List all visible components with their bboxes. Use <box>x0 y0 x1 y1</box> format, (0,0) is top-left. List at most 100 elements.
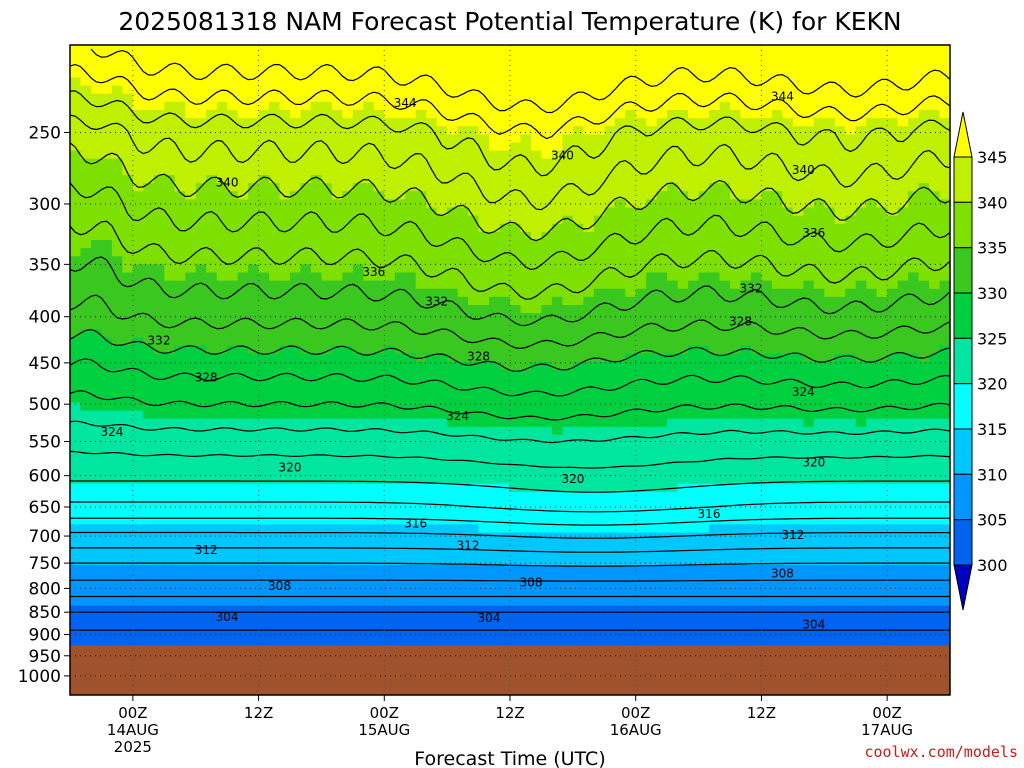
field-cell <box>321 516 333 525</box>
field-cell <box>90 126 103 135</box>
field-cell <box>227 296 239 306</box>
field-cell <box>206 483 218 493</box>
field-cell <box>174 435 186 444</box>
field-cell <box>562 150 574 160</box>
field-cell <box>206 361 218 371</box>
field-cell <box>510 402 522 412</box>
field-cell <box>80 500 92 509</box>
field-cell <box>541 378 553 387</box>
field-cell <box>122 150 134 160</box>
field-cell <box>258 459 270 469</box>
field-cell <box>520 101 532 111</box>
field-cell <box>468 248 480 257</box>
field-cell <box>384 329 396 339</box>
field-cell <box>457 101 469 111</box>
field-cell <box>206 378 218 387</box>
field-cell <box>248 69 260 79</box>
field-cell <box>143 110 155 119</box>
field-cell <box>90 329 103 339</box>
field-cell <box>625 45 637 54</box>
field-cell <box>667 61 679 70</box>
field-cell <box>426 248 438 257</box>
field-cell <box>300 231 312 241</box>
field-cell <box>143 337 155 347</box>
field-cell <box>143 402 155 412</box>
field-cell <box>824 61 836 70</box>
field-cell <box>478 410 490 420</box>
field-cell <box>80 459 92 469</box>
field-cell <box>572 215 584 225</box>
field-cell <box>101 483 113 493</box>
field-cell <box>939 166 950 176</box>
field-cell <box>761 378 773 387</box>
field-cell <box>290 418 302 428</box>
field-cell <box>908 150 920 160</box>
field-cell <box>206 142 218 152</box>
field-cell <box>436 296 448 306</box>
field-cell <box>709 158 721 168</box>
field-cell <box>730 61 742 70</box>
field-cell <box>761 483 773 493</box>
field-cell <box>489 166 501 176</box>
field-cell <box>614 491 626 501</box>
field-cell <box>803 483 815 493</box>
field-cell <box>761 516 773 525</box>
field-cell <box>310 215 323 225</box>
field-cell <box>90 256 103 265</box>
field-cell <box>625 353 637 363</box>
field-cell <box>761 53 773 62</box>
field-cell <box>740 426 752 436</box>
field-cell <box>90 93 103 103</box>
field-cell <box>122 402 134 412</box>
field-cell <box>174 329 186 339</box>
field-cell <box>111 69 123 79</box>
field-cell <box>122 183 134 192</box>
field-cell <box>750 353 763 363</box>
field-cell <box>237 118 249 127</box>
field-cell <box>122 191 134 200</box>
field-cell <box>321 394 333 404</box>
field-cell <box>876 45 888 54</box>
field-cell <box>237 61 249 70</box>
field-cell <box>520 53 532 62</box>
field-cell <box>688 231 700 241</box>
field-cell <box>887 410 899 420</box>
field-cell <box>677 491 689 501</box>
field-cell <box>677 272 689 282</box>
field-cell <box>258 491 270 501</box>
field-cell <box>782 61 794 70</box>
field-cell <box>195 69 207 79</box>
field-cell <box>604 410 616 420</box>
field-cell <box>300 45 312 54</box>
field-cell <box>635 142 647 152</box>
field-cell <box>876 142 888 152</box>
field-cell <box>352 524 364 534</box>
field-cell <box>489 305 501 314</box>
field-cell <box>572 337 584 347</box>
field-cell <box>656 69 668 79</box>
field-cell <box>174 402 186 412</box>
field-cell <box>792 150 804 160</box>
field-cell <box>143 491 155 501</box>
field-cell <box>677 402 689 412</box>
field-cell <box>551 61 563 70</box>
field-cell <box>709 53 721 62</box>
field-cell <box>803 272 815 282</box>
field-cell <box>394 353 406 363</box>
field-cell <box>750 361 763 371</box>
field-cell <box>855 215 867 225</box>
field-cell <box>143 191 155 200</box>
field-cell <box>468 166 480 176</box>
field-cell <box>174 467 186 477</box>
field-cell <box>771 126 783 135</box>
field-cell <box>719 483 731 493</box>
field-cell <box>415 45 427 54</box>
field-cell <box>740 199 752 209</box>
field-cell <box>761 386 773 395</box>
field-cell <box>562 337 574 347</box>
field-cell <box>635 508 647 517</box>
field-cell <box>677 321 689 330</box>
field-cell <box>520 69 532 79</box>
field-cell <box>279 418 291 428</box>
field-cell <box>90 500 103 509</box>
